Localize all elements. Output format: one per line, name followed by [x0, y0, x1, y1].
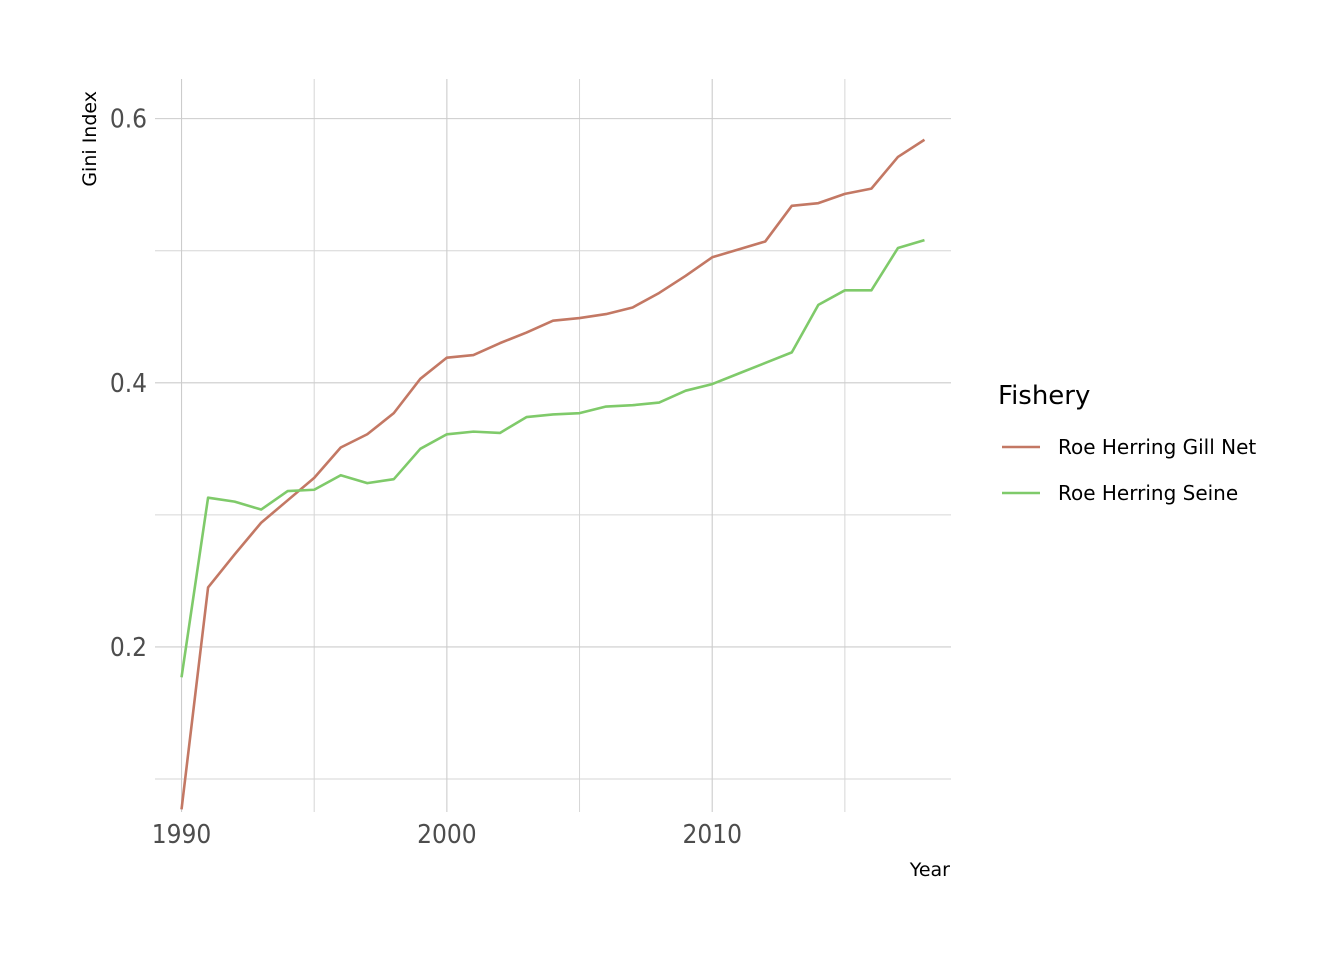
minor-gridlines: [155, 79, 951, 812]
x-tick-label: 2000: [417, 820, 477, 850]
x-axis-title: Year: [909, 859, 950, 881]
y-tick-label: 0.2: [110, 633, 147, 663]
series-lines: [180, 138, 926, 810]
y-axis-title: Gini Index: [79, 91, 101, 187]
legend: Fishery Roe Herring Gill Net Roe Herring …: [998, 381, 1256, 505]
legend-label-seine: Roe Herring Seine: [1058, 481, 1238, 505]
legend-title: Fishery: [998, 381, 1090, 411]
series-line-seine: [180, 238, 925, 678]
series-line-gill-net: [180, 138, 926, 810]
x-axis-ticks: 1990 2000 2010: [152, 820, 742, 850]
legend-label-gill-net: Roe Herring Gill Net: [1058, 435, 1256, 459]
y-tick-label: 0.6: [110, 105, 147, 135]
x-tick-label: 2010: [682, 820, 742, 850]
y-tick-label: 0.4: [110, 369, 147, 399]
y-axis-ticks: 0.2 0.4 0.6: [110, 105, 147, 663]
x-tick-label: 1990: [152, 820, 212, 850]
major-gridlines: [155, 79, 951, 812]
